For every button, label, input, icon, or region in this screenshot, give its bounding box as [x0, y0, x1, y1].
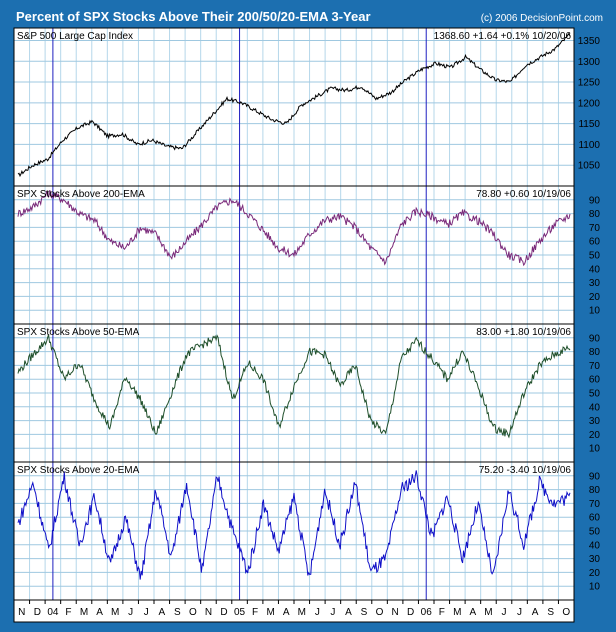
y-tick-label: 20: [589, 430, 601, 441]
y-tick-label: 1300: [578, 57, 601, 68]
x-tick-label: D: [407, 607, 414, 618]
y-tick-label: 30: [589, 554, 601, 565]
x-tick-label: O: [189, 607, 197, 618]
y-tick-label: 80: [589, 347, 601, 358]
y-tick-label: 60: [589, 237, 601, 248]
y-tick-label: 1150: [578, 119, 600, 130]
y-tick-label: 10: [589, 582, 601, 593]
panel-title: SPX Stocks Above 200-EMA: [17, 189, 145, 200]
y-tick-label: 60: [589, 375, 601, 386]
x-tick-label: D: [34, 607, 41, 618]
x-tick-label: S: [174, 607, 181, 618]
panel-title: SPX Stocks Above 50-EMA: [17, 327, 140, 338]
y-tick-label: 1200: [578, 98, 601, 109]
x-tick-label: 06: [421, 607, 433, 618]
x-tick-label: J: [502, 607, 507, 618]
ema200-panel: 10 20 30 40 50 60 70 80 90 SPX Stocks Above 200-E…: [13, 185, 601, 325]
y-tick-label: 50: [589, 389, 601, 400]
x-tick-label: N: [205, 607, 212, 618]
x-tick-label: M: [298, 607, 306, 618]
y-tick-label: 40: [589, 540, 601, 551]
spx-panel: 1050 1100 1150 1200 1250 1300 1350 S&P 500 Larg…: [13, 27, 601, 187]
x-tick-label: D: [220, 607, 227, 618]
x-tick-label: M: [453, 607, 461, 618]
y-tick-label: 20: [589, 292, 601, 303]
y-tick-label: 80: [589, 485, 601, 496]
y-tick-label: 50: [589, 527, 601, 538]
x-tick-label: N: [18, 607, 25, 618]
panel-readout: 83.00 +1.80 10/19/06: [476, 327, 571, 338]
panel-title: S&P 500 Large Cap Index: [17, 31, 133, 42]
panel-readout: 75.20 -3.40 10/19/06: [479, 465, 572, 476]
y-tick-label: 90: [589, 195, 601, 206]
x-tick-label: F: [439, 607, 445, 618]
y-tick-label: 10: [589, 444, 601, 455]
x-tick-label: A: [532, 607, 539, 618]
series-line: [17, 470, 571, 580]
x-tick-label: A: [470, 607, 477, 618]
x-tick-label: 04: [47, 607, 59, 618]
x-tick-label: J: [517, 607, 522, 618]
x-tick-label: J: [330, 607, 335, 618]
y-tick-label: 90: [589, 333, 601, 344]
series-line: [17, 32, 571, 178]
x-tick-label: M: [484, 607, 492, 618]
ema20-panel: 10 20 30 40 50 60 70 80 90 SPX Stocks Above 20-EM…: [13, 461, 601, 601]
y-tick-label: 70: [589, 361, 601, 372]
x-tick-label: M: [111, 607, 119, 618]
x-tick-label: M: [80, 607, 88, 618]
x-tick-label: A: [96, 607, 103, 618]
panel-readout: 78.80 +0.60 10/19/06: [476, 189, 571, 200]
x-tick-label: J: [315, 607, 320, 618]
y-tick-label: 1250: [578, 78, 601, 89]
y-tick-label: 20: [589, 568, 601, 579]
y-tick-label: 1100: [578, 140, 600, 151]
y-tick-label: 90: [589, 471, 601, 482]
x-tick-label: F: [252, 607, 258, 618]
x-tick-label: A: [345, 607, 352, 618]
y-tick-label: 30: [589, 416, 601, 427]
panel-readout: 1368.60 +1.64 +0.1% 10/20/06: [434, 31, 572, 42]
y-tick-label: 40: [589, 264, 601, 275]
x-tick-label: J: [128, 607, 133, 618]
x-axis-band: [14, 600, 574, 622]
chart-title: Percent of SPX Stocks Above Their 200/50…: [16, 9, 371, 24]
x-axis: N D 04 F M A M J J A S O N D 05 F M A M J J A S O N D 06 F M A M J J A S O: [13, 599, 575, 623]
y-tick-label: 10: [589, 306, 601, 317]
x-tick-label: N: [391, 607, 398, 618]
y-tick-label: 70: [589, 223, 601, 234]
x-tick-label: S: [361, 607, 368, 618]
series-line: [17, 189, 571, 267]
x-tick-label: O: [376, 607, 384, 618]
y-tick-label: 1350: [578, 36, 601, 47]
y-tick-label: 60: [589, 513, 601, 524]
y-tick-label: 80: [589, 209, 601, 220]
series-line: [17, 334, 571, 439]
x-tick-label: O: [562, 607, 570, 618]
y-tick-label: 1050: [578, 161, 601, 172]
x-tick-label: A: [283, 607, 290, 618]
y-tick-label: 50: [589, 251, 601, 262]
x-tick-label: M: [266, 607, 274, 618]
y-tick-label: 30: [589, 278, 601, 289]
x-tick-label: S: [547, 607, 554, 618]
x-tick-label: F: [65, 607, 71, 618]
copyright-notice: (c) 2006 DecisionPoint.com: [481, 13, 603, 24]
y-tick-label: 70: [589, 499, 601, 510]
x-tick-label: A: [158, 607, 165, 618]
ema50-panel: 10 20 30 40 50 60 70 80 90 SPX Stocks Above 50-EM…: [13, 323, 601, 463]
y-tick-label: 40: [589, 402, 601, 413]
panel-title: SPX Stocks Above 20-EMA: [17, 465, 140, 476]
x-tick-label: J: [144, 607, 149, 618]
x-tick-label: 05: [234, 607, 246, 618]
